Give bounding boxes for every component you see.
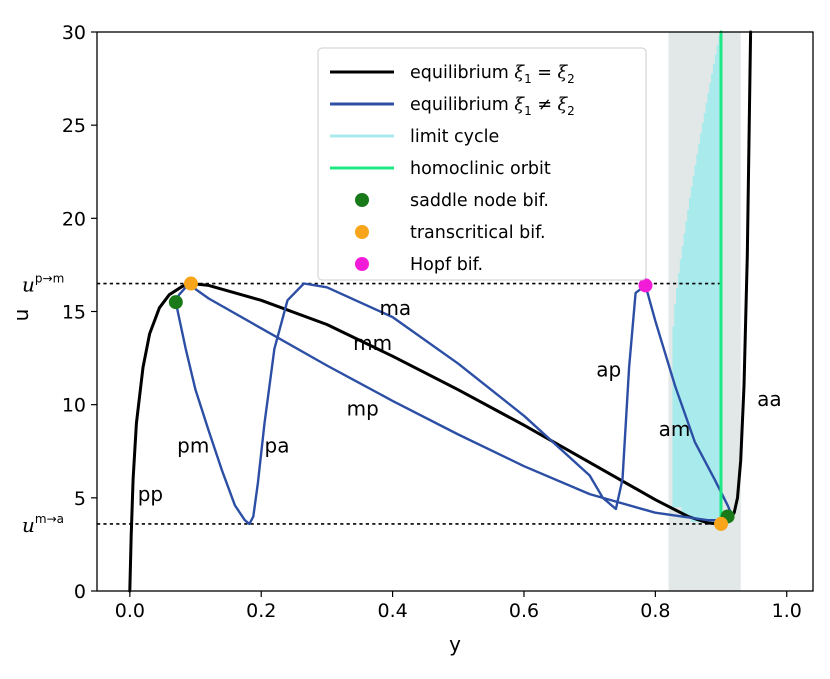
- legend-box: [317, 47, 647, 281]
- legend-sub: 2: [567, 72, 575, 86]
- legend-entry-2: limit cycle: [410, 127, 499, 147]
- threshold-label-u_p_to_m: up→m: [22, 272, 64, 297]
- x-axis-label: y: [449, 632, 461, 656]
- threshold-label-sup: m→a: [35, 512, 64, 526]
- legend-math: ξ: [514, 95, 525, 115]
- threshold-label-main: u: [22, 513, 35, 537]
- legend-op: =: [532, 63, 558, 83]
- threshold-label-main: u: [22, 273, 35, 297]
- legend-label: homoclinic orbit: [410, 159, 551, 179]
- legend-sub: 2: [567, 104, 575, 118]
- series-layer: [128, 30, 753, 593]
- x-tick-label: 1.0: [772, 600, 802, 622]
- y-tick-label: 25: [62, 115, 86, 137]
- limit-cycle-lines: [672, 35, 722, 524]
- legend-entry-0: equilibrium ξ1 = ξ2: [410, 63, 575, 86]
- legend-math: ξ: [558, 95, 569, 115]
- legend-swatch-dot-5: [355, 225, 369, 239]
- series-line-0: [128, 30, 753, 593]
- y-axis-label: u: [9, 309, 33, 322]
- branch-label-mp: mp: [347, 396, 379, 420]
- legend-label: transcritical bif.: [410, 223, 546, 243]
- legend-math: ξ: [558, 63, 569, 83]
- legend-op: ≠: [532, 95, 558, 115]
- legend-math: ξ: [514, 63, 525, 83]
- threshold-label-sup: p→m: [35, 272, 64, 286]
- marker-point-1: [714, 516, 729, 531]
- branch-label-pa: pa: [265, 434, 290, 458]
- legend-entry-3: homoclinic orbit: [410, 159, 551, 179]
- legend-swatch-dot-4: [355, 193, 369, 207]
- legend-label: saddle node bif.: [410, 191, 549, 211]
- x-tick-label: 0.4: [377, 600, 407, 622]
- branch-label-mm: mm: [353, 331, 392, 355]
- x-tick-label: 0.0: [115, 600, 145, 622]
- marker-point-2: [638, 278, 653, 293]
- legend-sub: 1: [524, 104, 532, 118]
- legend-entry-1: equilibrium ξ1 ≠ ξ2: [410, 95, 575, 118]
- x-tick-label: 0.6: [509, 600, 539, 622]
- y-tick-label: 10: [62, 395, 86, 417]
- x-tick-label: 0.8: [640, 600, 670, 622]
- legend-label: equilibrium: [410, 63, 514, 83]
- branch-label-ap: ap: [596, 357, 621, 381]
- legend-entry-4: saddle node bif.: [410, 191, 549, 211]
- y-tick-label: 5: [74, 488, 86, 510]
- branch-label-ma: ma: [379, 296, 411, 320]
- marker-point-1: [183, 276, 198, 291]
- legend-sub: 1: [524, 72, 532, 86]
- branch-label-pp: pp: [138, 482, 163, 506]
- y-tick-label: 15: [62, 302, 86, 324]
- legend-label: Hopf bif.: [410, 255, 483, 275]
- branch-label-aa: aa: [757, 387, 782, 411]
- y-tick-label: 0: [74, 581, 86, 603]
- x-axis-ticks: 0.0 0.2 0.4 0.6 0.8 1.0: [115, 591, 802, 622]
- threshold-label-u_m_to_a: um→a: [22, 512, 64, 537]
- y-axis-ticks: 0 5 10 15 20 25 30: [62, 22, 97, 603]
- branch-label-pm: pm: [177, 434, 209, 458]
- x-tick-label: 0.2: [246, 600, 276, 622]
- legend-swatch-dot-6: [355, 257, 369, 271]
- y-tick-label: 30: [62, 22, 86, 44]
- threshold-labels: up→mum→a: [22, 272, 64, 537]
- marker-point-0: [168, 295, 183, 310]
- y-tick-label: 20: [62, 208, 86, 230]
- legend-label: equilibrium: [410, 95, 514, 115]
- legend-entry-6: Hopf bif.: [410, 255, 483, 275]
- series-line-1: [174, 282, 733, 526]
- marker-layer: [168, 276, 735, 531]
- legend-entry-5: transcritical bif.: [410, 223, 546, 243]
- legend-label: limit cycle: [410, 127, 499, 147]
- branch-label-am: am: [659, 417, 691, 441]
